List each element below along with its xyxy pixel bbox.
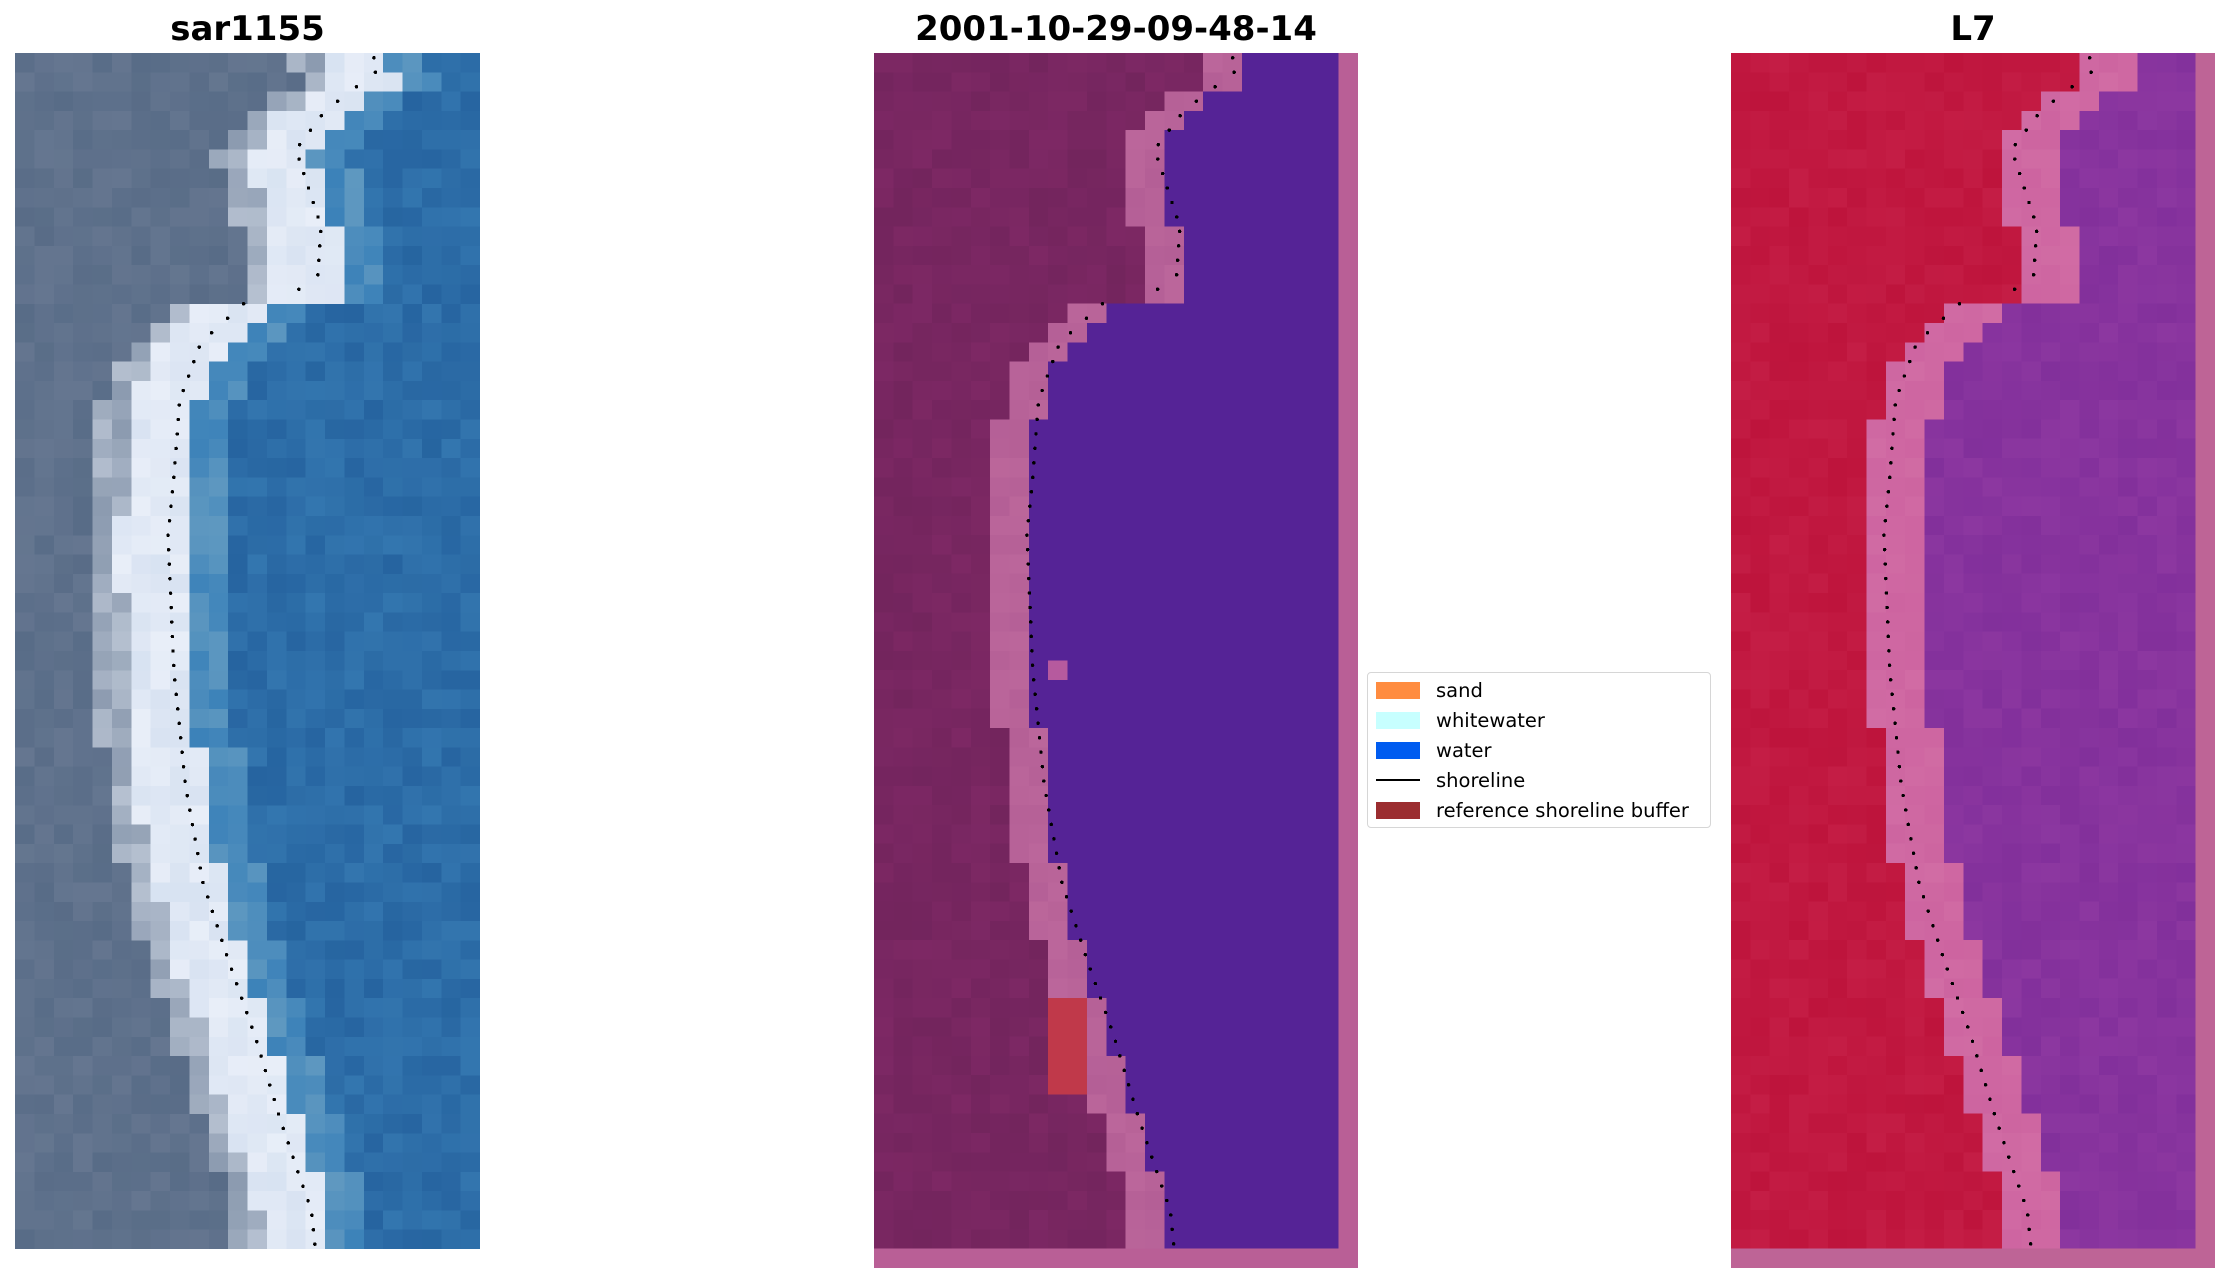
sand-swatch <box>1376 681 1420 699</box>
rgb-satellite-image <box>15 53 480 1249</box>
classified-image-overlay <box>874 53 1358 1268</box>
legend-label-shoreline: shoreline <box>1436 768 1526 792</box>
whitewater-swatch <box>1376 711 1420 729</box>
legend-item-sand: sand <box>1376 676 1483 704</box>
legend-label-whitewater: whitewater <box>1436 708 1545 732</box>
reference-buffer-swatch <box>1376 801 1420 819</box>
index-svg <box>1731 53 2215 1268</box>
legend-item-shoreline: shoreline <box>1376 766 1525 794</box>
legend-item-water: water <box>1376 736 1492 764</box>
legend-item-whitewater: whitewater <box>1376 706 1545 734</box>
legend-label-water: water <box>1436 738 1492 762</box>
water-index-image <box>1731 53 2215 1268</box>
shoreline-line-sample <box>1376 779 1420 781</box>
panel-title-classified: 2001-10-29-09-48-14 <box>915 9 1317 49</box>
classified-svg <box>874 53 1358 1268</box>
panel-title-rgb: sar1155 <box>170 9 325 49</box>
legend-label-sand: sand <box>1436 678 1483 702</box>
rgb-satellite-svg <box>15 53 480 1249</box>
legend: sand whitewater water shoreline referenc… <box>1367 672 1711 828</box>
panel-title-index: L7 <box>1950 9 1996 49</box>
water-swatch <box>1376 741 1420 759</box>
legend-label-reference-buffer: reference shoreline buffer <box>1436 798 1689 822</box>
legend-item-reference-buffer: reference shoreline buffer <box>1376 796 1689 824</box>
